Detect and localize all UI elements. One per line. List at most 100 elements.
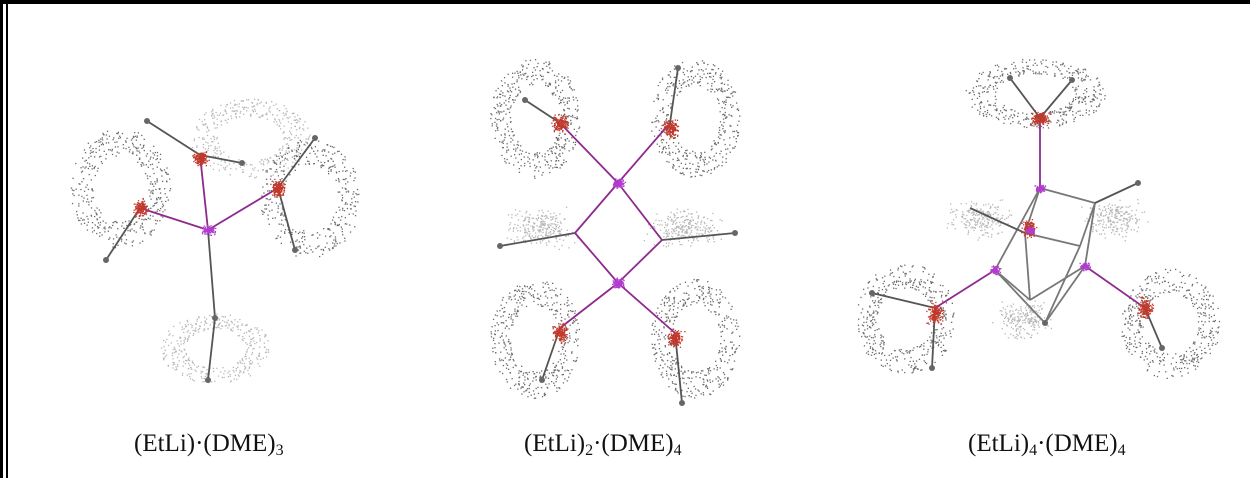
cluster-edge xyxy=(1079,202,1096,247)
bond xyxy=(207,317,216,381)
bond xyxy=(661,232,736,241)
li-bond xyxy=(934,269,996,309)
li-bond xyxy=(617,122,671,184)
li-bond xyxy=(199,154,209,231)
caption-monomer: (EtLi)·(DME)3 xyxy=(134,430,284,459)
ethyl-cloud xyxy=(946,199,1013,241)
bond xyxy=(669,67,679,124)
caption-tetramer-sub-a: 4 xyxy=(1029,442,1038,459)
oxygen-cloud xyxy=(662,118,680,141)
table-left-border-outer xyxy=(0,0,3,478)
table-left-border-inner xyxy=(6,0,8,478)
caption-monomer-sub: 3 xyxy=(275,442,284,459)
carbon-atom xyxy=(144,118,150,124)
ethyl-cloud xyxy=(992,295,1052,340)
oxygen-cloud xyxy=(926,300,945,325)
li-bond xyxy=(1084,265,1146,309)
cluster-edge xyxy=(1029,265,1086,301)
bond xyxy=(1039,79,1073,119)
lithium-cloud xyxy=(989,265,1002,276)
dimer-structure-image xyxy=(490,59,741,406)
carbon-atom xyxy=(1069,77,1075,83)
oxygen-cloud xyxy=(552,322,569,344)
li-bond xyxy=(617,282,676,334)
lithium-cloud xyxy=(1079,262,1091,272)
ethyl-cloud xyxy=(1081,199,1149,242)
caption-dimer-text-a: (EtLi) xyxy=(524,430,586,457)
caption-dimer-text-b: ·(DME) xyxy=(593,430,674,457)
dme-cloud-right xyxy=(1121,268,1221,379)
li-bond xyxy=(559,122,619,184)
bond xyxy=(871,292,936,309)
li-bond xyxy=(207,187,279,231)
panel-tetramer xyxy=(850,18,1230,418)
cluster-edge xyxy=(1024,232,1031,301)
caption-dimer-sub-a: 2 xyxy=(585,442,594,459)
bond xyxy=(969,207,1026,234)
caption-tetramer-text-a: (EtLi) xyxy=(968,430,1030,457)
carbon-atom xyxy=(869,290,875,296)
oxygen-cloud xyxy=(270,178,286,198)
oxygen-cloud xyxy=(192,151,210,168)
ethyl-cloud-bottom xyxy=(160,313,270,384)
bond xyxy=(277,137,316,189)
bond xyxy=(207,229,216,319)
lithium-cloud xyxy=(612,277,625,289)
bond xyxy=(277,187,296,251)
panel-dimer xyxy=(480,18,760,418)
caption-monomer-text: (EtLi)·(DME) xyxy=(134,430,276,457)
dme-cloud-tl xyxy=(490,59,581,179)
dme-cloud-left xyxy=(70,130,172,249)
bond xyxy=(105,207,141,261)
carbon-atom xyxy=(679,400,685,406)
ethyl-cloud-right xyxy=(643,208,723,248)
li-bond xyxy=(617,182,663,241)
carbon-atom xyxy=(205,377,211,383)
li-bond xyxy=(574,182,619,234)
bond xyxy=(199,154,243,164)
dme-cloud-left xyxy=(857,264,955,374)
cluster-edge xyxy=(1044,245,1081,324)
oxygen-cloud xyxy=(551,113,570,133)
caption-dimer: (EtLi)2·(DME)4 xyxy=(524,430,682,459)
table-top-border xyxy=(0,0,1250,4)
caption-tetramer-sub-b: 4 xyxy=(1117,442,1126,459)
lithium-cloud xyxy=(201,225,217,236)
caption-tetramer: (EtLi)4·(DME)4 xyxy=(968,430,1126,459)
tetramer-structure-image xyxy=(857,59,1221,379)
lithium-cloud xyxy=(1025,226,1036,235)
carbon-atom xyxy=(212,315,218,321)
oxygen-cloud xyxy=(1137,296,1155,320)
carbon-atom xyxy=(539,377,545,383)
dme-cloud-br xyxy=(651,278,741,399)
carbon-atom xyxy=(675,65,681,71)
lithium-cloud xyxy=(1034,184,1047,194)
carbon-atom xyxy=(312,135,318,141)
caption-tetramer-text-b: ·(DME) xyxy=(1037,430,1118,457)
dme-cloud-top xyxy=(191,98,311,179)
oxygen-cloud xyxy=(1030,110,1051,127)
bond xyxy=(524,99,561,124)
dme-cloud-tr xyxy=(651,60,741,178)
ethyl-cloud-left xyxy=(506,206,579,251)
carbon-atom xyxy=(732,230,738,236)
bond xyxy=(1094,182,1139,204)
carbon-atom xyxy=(103,257,109,263)
cluster-edge xyxy=(1084,202,1096,267)
bond xyxy=(146,120,201,156)
dme-cloud-right xyxy=(261,139,360,258)
carbon-atom xyxy=(522,97,528,103)
monomer-structure-image xyxy=(70,98,360,384)
carbon-atom xyxy=(1042,320,1048,326)
caption-dimer-sub-b: 4 xyxy=(673,442,682,459)
cluster-edge xyxy=(1044,265,1086,324)
li-bond xyxy=(617,239,663,284)
cluster-edge xyxy=(1039,187,1096,204)
dme-cloud-top xyxy=(965,59,1106,129)
carbon-atom xyxy=(1135,180,1141,186)
carbon-atom xyxy=(292,247,298,253)
carbon-atom xyxy=(929,365,935,371)
oxygen-cloud xyxy=(667,328,686,348)
carbon-atom xyxy=(497,243,503,249)
